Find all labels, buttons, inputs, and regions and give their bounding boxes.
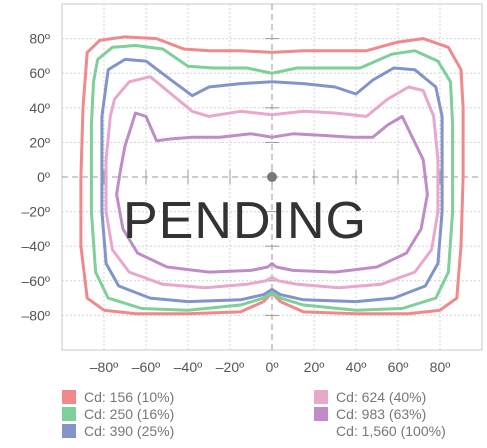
x-tick-label: 60º: [388, 359, 409, 375]
legend-swatch: [314, 390, 328, 404]
center-marker: [267, 172, 277, 182]
legend-swatch: [62, 407, 76, 421]
y-tick-label: –60º: [22, 273, 50, 289]
pending-watermark: PENDING: [123, 192, 367, 250]
y-tick-label: 20º: [29, 134, 50, 150]
series-group: [79, 35, 465, 316]
series-line-1: [79, 35, 465, 316]
x-tick-label: –80º: [90, 359, 118, 375]
legend-label: Cd: 156 (10%): [84, 389, 174, 405]
legend-swatch: [314, 407, 328, 421]
y-tick-label: 0º: [37, 169, 50, 185]
legend: Cd: 156 (10%)Cd: 250 (16%)Cd: 390 (25%) C…: [62, 389, 446, 439]
legend-swatch: [62, 390, 76, 404]
x-tick-label: 80º: [430, 359, 451, 375]
legend-label: Cd: 983 (63%): [336, 406, 426, 422]
x-tick-label: –40º: [174, 359, 202, 375]
x-tick-label: 0º: [266, 359, 279, 375]
legend-swatch: [62, 424, 76, 438]
series-line-5: [115, 111, 429, 274]
legend-label: Cd: 624 (40%): [336, 389, 426, 405]
y-tick-label: 80º: [29, 31, 50, 47]
x-tick-label: 20º: [304, 359, 325, 375]
x-tick-label: –60º: [132, 359, 160, 375]
y-tick-label: 60º: [29, 65, 50, 81]
tick-labels: 80º 60º 40º 20º 0º –20º –40º –60º –80º –80º –60º –4…: [22, 31, 451, 375]
y-tick-label: –20º: [22, 204, 50, 220]
x-tick-label: 40º: [346, 359, 367, 375]
legend-label: Cd: 390 (25%): [84, 423, 174, 439]
y-tick-label: –80º: [22, 307, 50, 323]
legend-swatch: [314, 424, 328, 438]
y-tick-label: –40º: [22, 238, 50, 254]
legend-label: Cd: 1,560 (100%): [336, 423, 446, 439]
y-tick-label: 40º: [29, 100, 50, 116]
series-line-4: [104, 75, 440, 290]
x-tick-label: –20º: [216, 359, 244, 375]
series-line-3: [100, 57, 444, 304]
series-line-2: [89, 44, 455, 312]
legend-label: Cd: 250 (16%): [84, 406, 174, 422]
